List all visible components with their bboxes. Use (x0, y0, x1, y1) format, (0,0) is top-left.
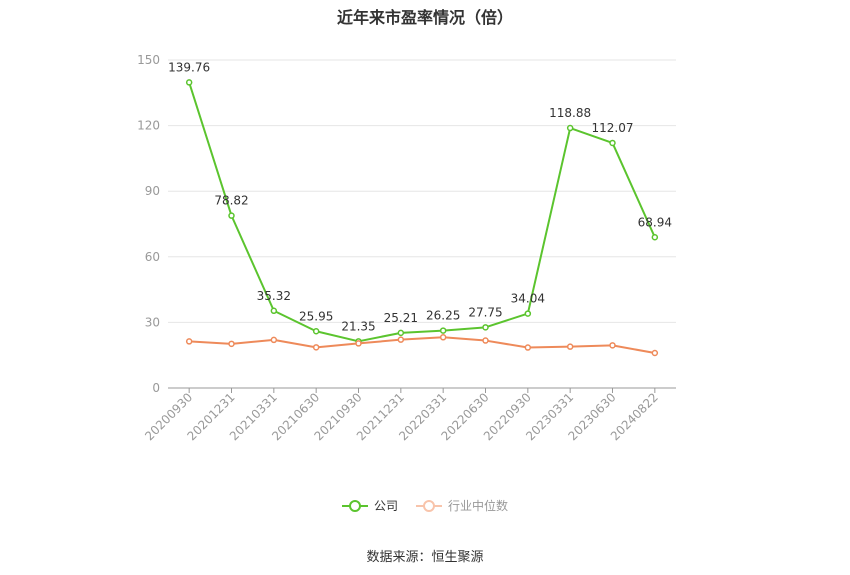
data-point-industry-median (482, 337, 489, 344)
legend-swatch-company (341, 499, 368, 513)
data-source-note: 数据来源：恒生聚源 (366, 550, 484, 565)
data-point-industry-median (651, 349, 659, 357)
data-point-industry-median (228, 340, 235, 348)
data-point-industry-median (185, 338, 193, 345)
data-label: 34.04 (511, 292, 545, 306)
data-point-company (439, 327, 447, 334)
data-point-industry-median (270, 336, 278, 344)
data-label: 21.35 (341, 319, 375, 333)
data-point-industry-median (609, 342, 616, 349)
data-point-company (185, 79, 193, 86)
data-point-company (270, 307, 278, 315)
data-label: 78.82 (214, 194, 248, 208)
data-label: 118.88 (549, 106, 591, 120)
data-point-industry-median (439, 334, 447, 341)
data-point-industry-median (566, 343, 574, 350)
data-label: 26.25 (426, 309, 460, 323)
y-tick-label: 0 (152, 381, 160, 395)
data-point-industry-median (312, 344, 320, 351)
data-label: 27.75 (468, 305, 502, 319)
data-point-industry-median (355, 340, 362, 347)
legend-label-industry-median: 行业中位数 (448, 499, 509, 513)
data-point-company (566, 124, 574, 132)
legend-item-company[interactable]: 公司 (341, 497, 398, 514)
legend-label-company: 公司 (373, 499, 398, 513)
data-point-company (312, 328, 320, 335)
data-label: 25.21 (384, 311, 418, 325)
y-tick-label: 60 (145, 250, 160, 264)
legend-item-industry-median[interactable]: 行业中位数 (416, 497, 508, 514)
y-tick-label: 30 (145, 315, 160, 329)
chart-title: 近年来市盈率情况（倍） (336, 8, 513, 27)
pe-ratio-line-chart: 0306090120150202009302020123120210331202… (137, 53, 676, 443)
chart-legend[interactable]: 公司 行业中位数 (0, 497, 850, 514)
data-label: 25.95 (299, 309, 333, 323)
data-point-company (609, 139, 616, 147)
y-tick-label: 150 (137, 53, 160, 67)
data-point-industry-median (524, 344, 532, 351)
data-point-company (397, 329, 405, 337)
y-tick-label: 120 (137, 119, 160, 133)
series-line-industry-median (189, 336, 656, 354)
data-point-company (228, 212, 235, 219)
data-label: 139.76 (168, 60, 210, 74)
data-label: 35.32 (257, 289, 291, 303)
legend-swatch-industry-median (416, 499, 442, 513)
y-tick-label: 90 (145, 184, 160, 198)
data-point-company (482, 324, 489, 331)
data-point-company (651, 234, 659, 241)
data-label: 112.07 (592, 121, 634, 135)
data-point-industry-median (397, 336, 405, 343)
data-point-company (524, 310, 532, 317)
series-line-company (188, 82, 656, 343)
data-label: 68.94 (638, 215, 672, 229)
